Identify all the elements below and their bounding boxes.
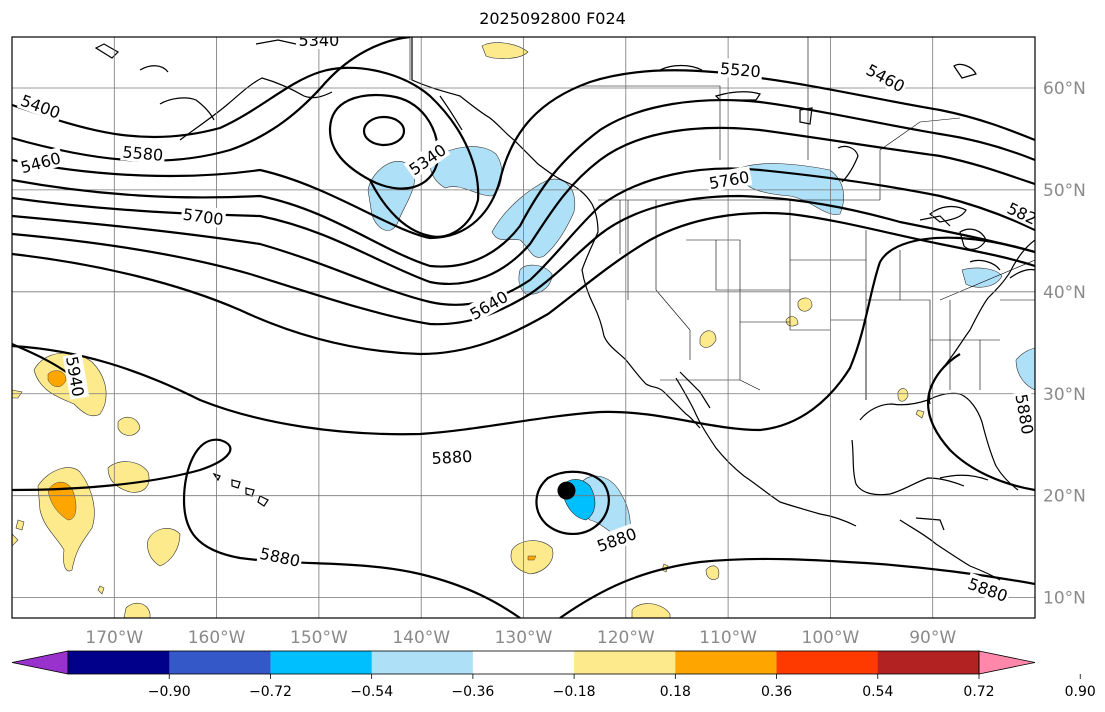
contour-5880-south <box>559 557 1035 618</box>
contour-5820 <box>12 236 1035 436</box>
contour-label-background <box>296 37 341 50</box>
contour-label-background <box>120 141 166 165</box>
colorbar-tick-label: −0.54 <box>350 684 393 700</box>
contour-5640 <box>12 167 1035 306</box>
map-title: 2025092800 F024 <box>479 9 626 28</box>
colorbar-segment <box>270 651 373 674</box>
longitude-label: 160°W <box>188 628 246 648</box>
contour-labels: 5340534054005460546055205580564057005760… <box>16 31 1037 606</box>
contour-label: 5580 <box>122 142 164 164</box>
contour-5460-west <box>12 37 411 162</box>
contour-label-background <box>62 353 90 400</box>
contour-label: 5520 <box>719 59 761 81</box>
longitude-labels: 170°W 160°W 150°W 140°W 130°W 120°W 110°W 100°W… <box>85 628 956 648</box>
contour-5880-east <box>926 353 1035 492</box>
colorbar-outline <box>67 650 980 675</box>
contour-label-background <box>429 445 475 468</box>
contour-label: 5880 <box>431 447 473 468</box>
colorbar-segment <box>776 651 879 674</box>
latitude-label: 40°N <box>1043 283 1086 303</box>
contour-label-background <box>1003 197 1035 233</box>
colorbar-segment <box>675 651 778 674</box>
colorbar-extend-low <box>11 650 69 675</box>
colorbar-tick-label: 0.36 <box>761 684 792 700</box>
coastlines <box>94 37 1035 581</box>
latitude-labels: 10°N 20°N 30°N 40°N 50°N 60°N <box>1043 79 1086 609</box>
colorbar-tick-label: 0.18 <box>660 684 691 700</box>
colorbar-segment <box>371 651 474 674</box>
contour-5520 <box>12 99 1035 268</box>
contour-5460 <box>12 69 1035 240</box>
contour-label: 5880 <box>1011 393 1037 436</box>
longitude-label: 110°W <box>699 628 757 648</box>
latitude-label: 60°N <box>1043 79 1086 99</box>
colorbar-tick-label: 0.72 <box>963 684 994 700</box>
latitude-label: 30°N <box>1043 385 1086 405</box>
contour-5280 <box>362 115 406 147</box>
strong-positive-anomaly-shading <box>47 370 537 561</box>
colorbar-tick-label: −0.36 <box>451 684 494 700</box>
longitude-label: 120°W <box>597 628 655 648</box>
latitude-label: 10°N <box>1043 589 1086 609</box>
contour-label-background <box>592 522 641 556</box>
contour-5760 <box>12 211 1035 356</box>
colorbar-segment <box>68 651 170 674</box>
contour-5880-west <box>12 438 521 618</box>
colorbar-segment <box>169 651 271 674</box>
contour-label-background <box>16 147 65 177</box>
negative-anomaly-shading <box>367 146 1035 543</box>
political-borders <box>409 37 1035 400</box>
longitude-label: 90°W <box>909 628 956 648</box>
colorbar-tick-label: 0.90 <box>1065 684 1096 700</box>
contour-label-background <box>403 138 451 180</box>
longitude-label: 150°W <box>290 628 348 648</box>
storm-center-marker <box>557 481 576 500</box>
contour-label-background <box>1012 390 1035 438</box>
map-frame <box>11 36 1036 619</box>
contour-label-background <box>16 89 65 123</box>
contour-label-background <box>964 572 1013 606</box>
longitude-label: 140°W <box>392 628 450 648</box>
contour-5880-closed <box>535 470 610 536</box>
contour-label-background <box>705 166 753 193</box>
contour-5400 <box>12 66 480 238</box>
colorbar: −0.90 −0.72 −0.54 −0.36 −0.18 0.18 0.36 0.54 0.7… <box>11 650 1096 700</box>
latitude-label: 20°N <box>1043 487 1086 507</box>
longitude-label: 170°W <box>85 628 143 648</box>
colorbar-tick-label: 0.54 <box>862 684 893 700</box>
contour-label-background <box>861 58 910 97</box>
contour-label-background <box>256 542 304 571</box>
colorbar-tick-label: −0.90 <box>148 684 191 700</box>
colorbar-extend-high <box>978 650 1036 675</box>
contour-label: 5340 <box>299 31 340 50</box>
colorbar-tick-label: −0.72 <box>249 684 292 700</box>
colorbar-segment <box>877 651 980 674</box>
colorbar-segment <box>574 651 676 674</box>
longitude-label: 130°W <box>495 628 553 648</box>
colorbar-tick-label: −0.18 <box>553 684 596 700</box>
latitude-label: 50°N <box>1043 181 1086 201</box>
contour-label-background <box>180 203 227 229</box>
longitude-label: 100°W <box>802 628 860 648</box>
colorbar-segment <box>472 651 575 674</box>
height-contours <box>12 37 1035 618</box>
contour-5580 <box>12 126 1035 285</box>
contour-label-background <box>717 57 764 81</box>
contour-label-background <box>464 285 513 324</box>
contour-5700 <box>12 194 1035 326</box>
